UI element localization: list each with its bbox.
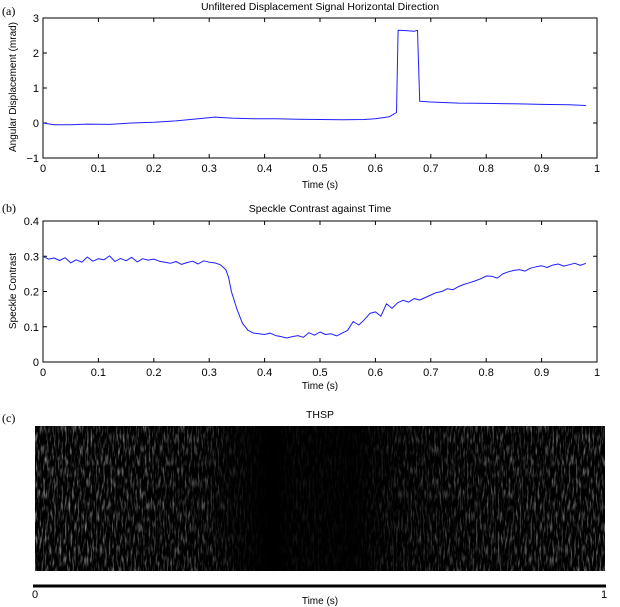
x-tick-label: 0.4 <box>257 367 272 379</box>
x-tick-label: 0.9 <box>534 367 549 379</box>
thsp-xlabel: Time (s) <box>302 596 338 607</box>
x-tick-label: 0.7 <box>423 163 438 175</box>
thsp-tick-start: 0 <box>32 589 38 601</box>
panel-label-a: (a) <box>2 4 15 18</box>
thsp-shading <box>35 426 605 571</box>
x-tick-label: 0.3 <box>202 367 217 379</box>
y-tick-label: 0.4 <box>24 216 39 228</box>
chart-b-xlabel: Time (s) <box>302 381 338 392</box>
y-tick-label: 0.2 <box>24 287 39 299</box>
plot-frame <box>42 220 598 363</box>
series-line <box>42 29 586 126</box>
x-tick-label: 0.6 <box>368 367 383 379</box>
x-tick-label: 0.3 <box>202 163 217 175</box>
y-tick-label: 1 <box>33 83 39 95</box>
chart-b-title: Speckle Contrast against Time <box>249 203 392 215</box>
x-tick-label: 0.8 <box>479 163 494 175</box>
x-tick-label: 0 <box>40 367 46 379</box>
x-tick-label: 0.5 <box>312 367 327 379</box>
x-tick-label: 0.8 <box>479 367 494 379</box>
chart-a-ylabel: Angular Displacement (mrad) <box>8 22 19 152</box>
y-tick-label: 2 <box>33 48 39 60</box>
panel-label-b: (b) <box>2 201 16 215</box>
panel-label-c: (c) <box>2 411 15 425</box>
displacement-chart: Unfiltered Displacement Signal Horizonta… <box>8 1 600 191</box>
thsp-image: THSP 0 1 Time (s) <box>32 409 607 607</box>
speckle-contrast-chart: Speckle Contrast against Time Time (s) S… <box>8 203 600 392</box>
x-tick-label: 0 <box>40 163 46 175</box>
x-tick-label: 0.4 <box>257 163 272 175</box>
chart-a-xlabel: Time (s) <box>302 180 338 191</box>
x-tick-label: 0.6 <box>368 163 383 175</box>
x-tick-label: 1 <box>594 367 600 379</box>
y-tick-label: 0 <box>33 357 39 369</box>
x-tick-label: 1 <box>594 163 600 175</box>
y-tick-label: −1 <box>26 153 39 165</box>
chart-c-title: THSP <box>306 409 334 421</box>
chart-b-ylabel: Speckle Contrast <box>8 253 19 329</box>
x-tick-label: 0.9 <box>534 163 549 175</box>
chart-a-title: Unfiltered Displacement Signal Horizonta… <box>201 1 439 13</box>
plot-frame <box>42 17 598 159</box>
x-tick-label: 0.1 <box>91 367 106 379</box>
y-tick-label: 3 <box>33 13 39 25</box>
series-line <box>42 255 587 339</box>
x-tick-label: 0.2 <box>146 163 161 175</box>
y-tick-label: 0.1 <box>24 322 39 334</box>
x-tick-label: 0.1 <box>91 163 106 175</box>
x-tick-label: 0.7 <box>423 367 438 379</box>
x-tick-label: 0.5 <box>312 163 327 175</box>
y-tick-label: 0 <box>33 118 39 130</box>
thsp-tick-end: 1 <box>601 589 607 601</box>
y-tick-label: 0.3 <box>24 251 39 263</box>
x-tick-label: 0.2 <box>146 367 161 379</box>
